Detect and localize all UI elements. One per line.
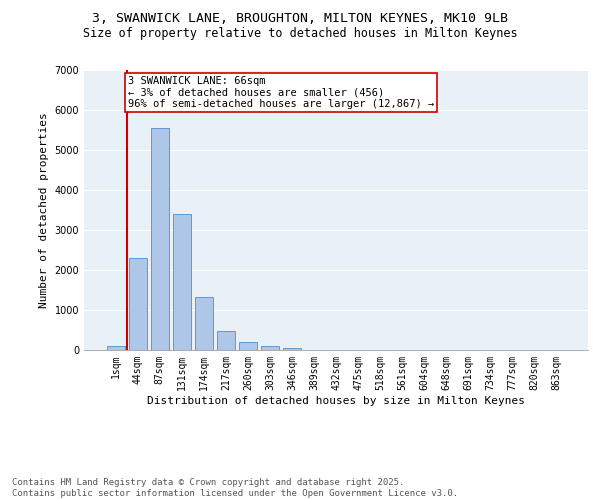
Bar (107, 346, 125, 350)
Text: 3 SWANWICK LANE: 66sqm
← 3% of detached houses are smaller (456)
96% of semi-det: 3 SWANWICK LANE: 66sqm ← 3% of detached … (128, 76, 434, 109)
Bar (129, 258, 146, 350)
Bar (283, 348, 301, 350)
Bar (173, 214, 191, 350)
Text: Contains HM Land Registry data © Crown copyright and database right 2025.
Contai: Contains HM Land Registry data © Crown c… (12, 478, 458, 498)
Bar (261, 346, 279, 350)
X-axis label: Distribution of detached houses by size in Milton Keynes: Distribution of detached houses by size … (147, 396, 525, 406)
Bar (195, 297, 212, 350)
Text: 3, SWANWICK LANE, BROUGHTON, MILTON KEYNES, MK10 9LB: 3, SWANWICK LANE, BROUGHTON, MILTON KEYN… (92, 12, 508, 26)
Bar (151, 128, 169, 350)
Bar (217, 331, 235, 350)
Bar (239, 342, 257, 350)
Y-axis label: Number of detached properties: Number of detached properties (39, 112, 49, 308)
Text: Size of property relative to detached houses in Milton Keynes: Size of property relative to detached ho… (83, 28, 517, 40)
